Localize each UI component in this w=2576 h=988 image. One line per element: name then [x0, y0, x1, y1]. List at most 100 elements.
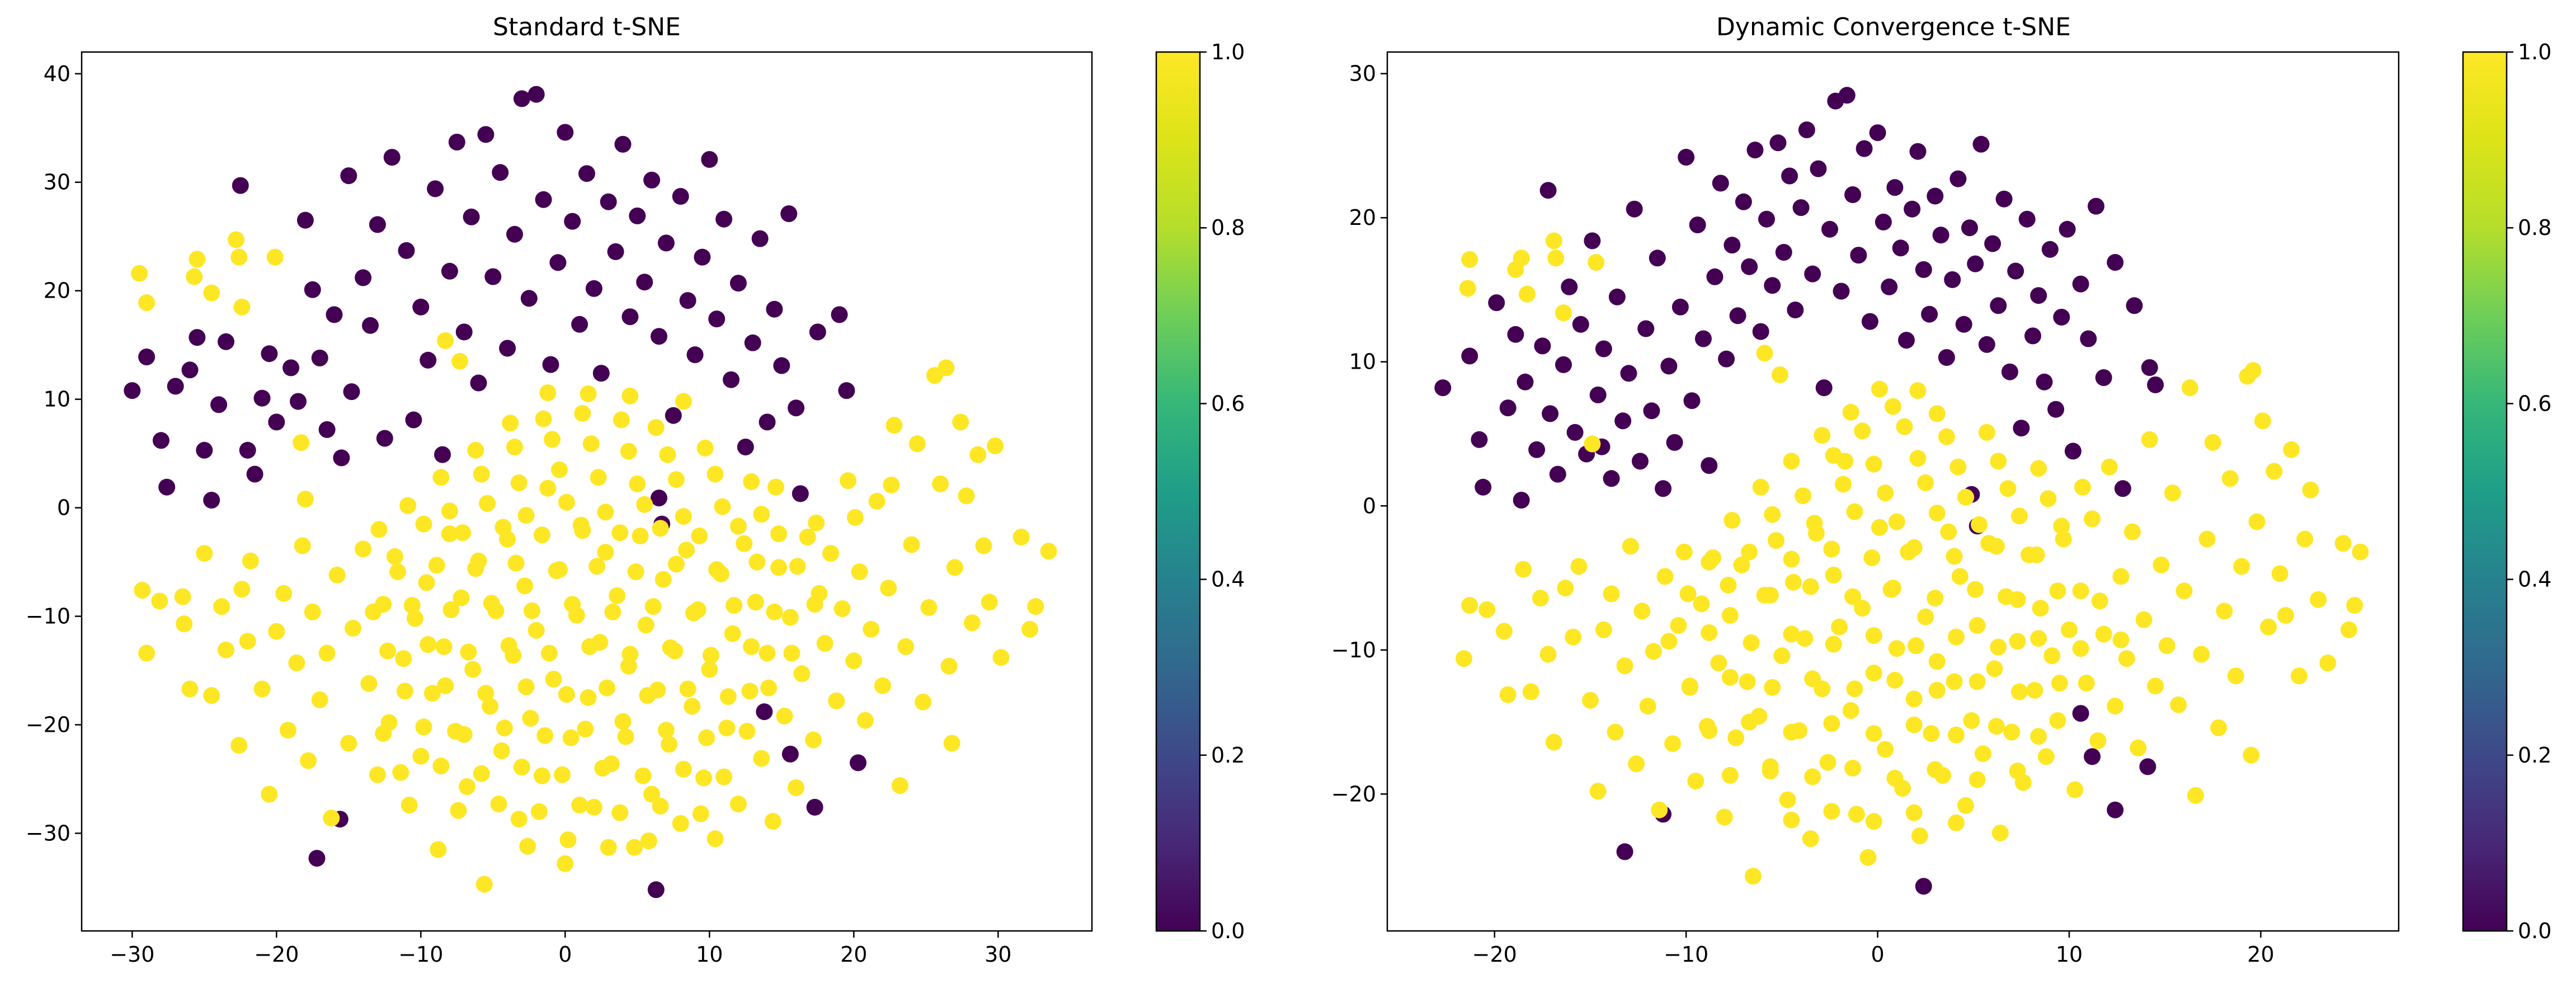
data-point: [1507, 326, 1524, 343]
data-point: [1886, 770, 1904, 787]
data-point: [407, 610, 423, 627]
y-tick-label: −10: [1331, 638, 1376, 662]
data-point: [403, 597, 421, 614]
data-point: [1863, 549, 1881, 566]
data-point: [1655, 480, 1672, 497]
data-point: [637, 617, 654, 634]
data-point: [482, 698, 499, 715]
data-point: [1854, 422, 1871, 440]
data-point: [2059, 220, 2076, 238]
data-point: [1743, 634, 1760, 651]
data-point: [464, 661, 482, 678]
data-point: [571, 797, 588, 813]
data-point: [1999, 480, 2017, 497]
data-point: [230, 737, 248, 754]
data-point: [662, 639, 679, 656]
data-point: [1865, 627, 1882, 644]
colorbar-tick-label: 1.0: [1211, 40, 1245, 64]
data-point: [780, 205, 798, 222]
data-point: [668, 471, 685, 488]
data-point: [1572, 316, 1589, 333]
plot-area: [81, 51, 1093, 932]
data-point: [138, 349, 156, 365]
data-point: [737, 439, 754, 455]
data-point: [2112, 631, 2130, 648]
data-point: [1856, 140, 1873, 157]
data-point: [1762, 758, 1779, 775]
data-point: [1833, 283, 1850, 300]
data-point: [396, 683, 413, 700]
data-point: [1515, 561, 1532, 578]
data-point: [621, 308, 639, 326]
data-point: [759, 644, 776, 662]
data-point: [1802, 578, 1819, 595]
data-point: [442, 601, 460, 618]
data-point: [296, 491, 314, 508]
data-point: [1741, 258, 1758, 275]
data-point: [1946, 548, 1963, 565]
data-point: [718, 719, 736, 737]
data-point: [938, 359, 955, 377]
data-point: [657, 722, 675, 739]
data-point: [490, 796, 507, 813]
data-point: [495, 519, 512, 536]
data-point: [2009, 591, 2026, 608]
data-point: [1783, 723, 1800, 741]
data-point: [723, 371, 740, 388]
data-point: [475, 876, 493, 893]
data-point: [564, 596, 581, 613]
data-point: [679, 292, 696, 309]
data-point: [2084, 748, 2101, 765]
data-point: [1660, 357, 1678, 375]
data-point: [822, 545, 839, 562]
data-point: [564, 213, 581, 230]
data-point: [2043, 647, 2061, 665]
data-point: [181, 680, 199, 698]
data-point: [1905, 690, 1923, 708]
x-axis: −20 −10 0 10 20: [1472, 931, 2274, 967]
data-point: [1752, 323, 1769, 340]
data-point: [729, 796, 747, 813]
y-tick-label: 30: [44, 170, 70, 195]
data-point: [2277, 607, 2294, 624]
data-point: [2049, 582, 2066, 600]
data-point: [572, 516, 590, 534]
chart-title: Dynamic Convergence t-SNE: [1716, 13, 2071, 41]
data-point: [534, 767, 550, 784]
data-point: [2072, 275, 2089, 293]
data-point: [2158, 637, 2175, 655]
data-point: [1909, 382, 1927, 399]
data-point: [1716, 808, 1733, 826]
data-point: [1888, 640, 1905, 657]
data-point: [1701, 624, 1718, 641]
data-point: [432, 758, 450, 775]
data-point: [748, 553, 766, 571]
data-point: [891, 777, 908, 794]
data-point: [333, 449, 350, 467]
data-point: [1825, 566, 1842, 584]
data-point: [458, 778, 475, 795]
data-point: [1972, 135, 1990, 153]
data-point: [581, 638, 599, 655]
data-point: [2266, 463, 2283, 480]
data-point: [441, 525, 458, 543]
data-point: [1896, 418, 1913, 435]
data-point: [1819, 754, 1836, 771]
chart-title: Standard t-SNE: [493, 13, 681, 41]
data-point: [604, 603, 621, 620]
data-point: [1806, 515, 1823, 532]
data-point: [715, 210, 733, 228]
data-point: [636, 274, 653, 291]
data-point: [1459, 280, 1476, 297]
data-point: [1517, 373, 1534, 391]
data-point: [551, 461, 568, 478]
data-point: [513, 90, 530, 107]
data-point: [415, 515, 432, 533]
data-point: [788, 399, 805, 417]
data-point: [502, 415, 519, 432]
data-point: [1802, 830, 1819, 848]
data-point: [753, 506, 770, 523]
data-point: [781, 609, 799, 626]
data-point: [1844, 760, 1862, 777]
data-point: [2018, 210, 2036, 228]
